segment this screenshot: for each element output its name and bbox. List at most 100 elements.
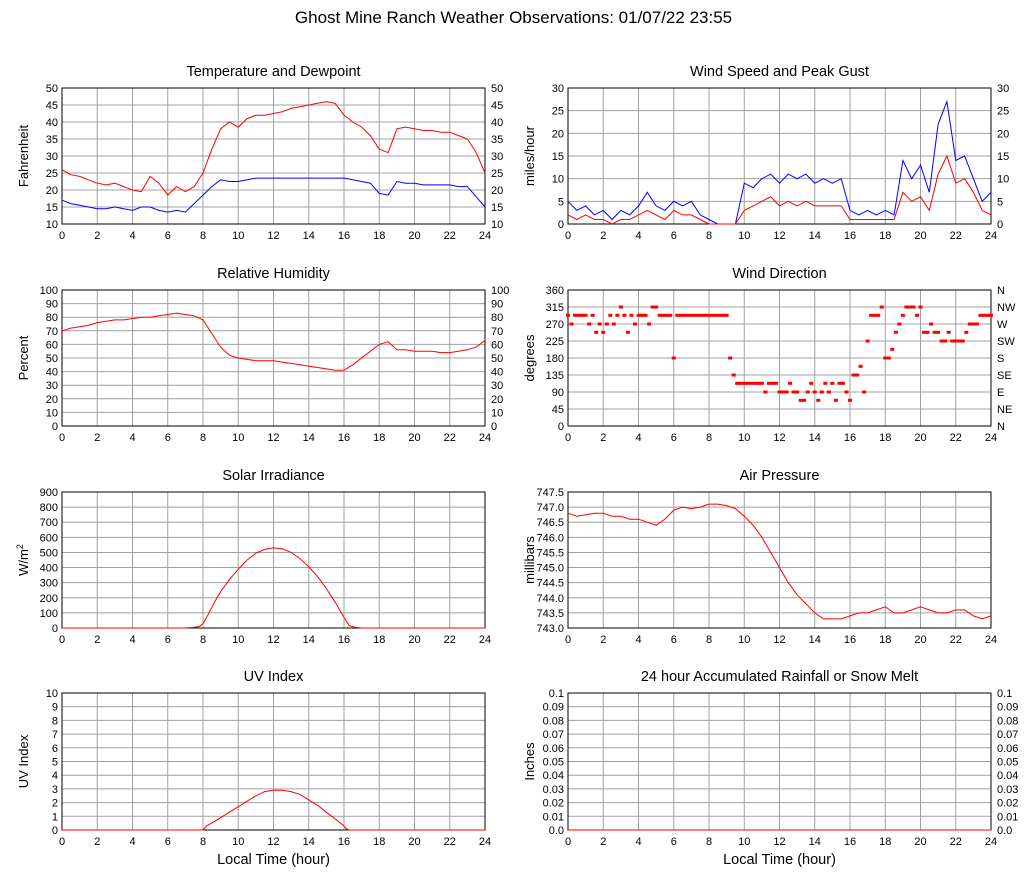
y-tick-label: 0	[558, 219, 564, 231]
direction-point	[759, 381, 764, 385]
y-tick-label: 270	[546, 319, 564, 331]
x-tick-label: 22	[950, 230, 962, 242]
direction-point	[721, 313, 726, 317]
y-tick-label: 0.08	[543, 715, 564, 727]
y-tick-label: 90	[46, 299, 58, 311]
x-tick-label: 20	[914, 836, 926, 848]
direction-point	[703, 313, 708, 317]
y-tick-label: 743.5	[536, 608, 564, 620]
direction-point	[890, 347, 895, 351]
x-tick-label: 6	[671, 230, 677, 242]
y-tick-label: 8	[52, 715, 58, 727]
y-tick-label: 45	[552, 404, 564, 416]
y-tick-label-right: SE	[997, 370, 1012, 382]
direction-point	[728, 356, 733, 360]
x-tick-label: 6	[671, 634, 677, 646]
y-tick-label: 45	[46, 100, 58, 112]
y-tick-label: 10	[552, 174, 564, 186]
x-tick-label: 4	[635, 836, 641, 848]
y-tick-label: 0.0	[549, 825, 564, 837]
x-tick-label: 24	[479, 836, 491, 848]
x-tick-label: 14	[303, 836, 315, 848]
direction-point	[862, 390, 867, 394]
x-tick-label: 12	[267, 634, 279, 646]
x-tick-label: 20	[914, 432, 926, 444]
direction-point	[594, 330, 599, 334]
y-tick-label: 4	[52, 770, 58, 782]
y-axis-label-superscript: 2	[15, 544, 25, 549]
direction-point	[848, 398, 852, 402]
direction-point	[918, 305, 923, 309]
x-tick-label: 16	[844, 836, 856, 848]
x-tick-label: 10	[232, 634, 244, 646]
x-tick-label: 2	[94, 634, 100, 646]
x-tick-label: 14	[303, 230, 315, 242]
series-line-0	[62, 547, 485, 629]
direction-point	[756, 381, 761, 385]
y-tick-label-right: N	[997, 285, 1005, 297]
direction-point	[929, 322, 934, 326]
direction-point	[749, 381, 754, 385]
direction-point	[932, 330, 937, 334]
direction-point	[936, 330, 941, 334]
y-tick-label: 300	[40, 578, 58, 590]
direction-point	[608, 313, 613, 317]
plot-frame	[567, 289, 992, 427]
x-tick-label: 24	[985, 634, 997, 646]
x-tick-label: 12	[267, 836, 279, 848]
direction-point	[735, 381, 740, 385]
y-tick-label: 400	[40, 563, 58, 575]
x-tick-label: 6	[165, 230, 171, 242]
series-line-0	[567, 99, 992, 225]
x-tick-label: 18	[879, 634, 891, 646]
direction-point	[985, 313, 990, 317]
x-tick-label: 24	[479, 230, 491, 242]
y-tick-label-right: 0	[997, 219, 1003, 231]
y-tick-label: 15	[46, 202, 58, 214]
x-axis-label: Local Time (hour)	[217, 852, 330, 868]
y-tick-label-right: 0	[491, 421, 497, 433]
y-tick-label: 0.1	[549, 688, 564, 700]
y-tick-label-right: 0.02	[997, 798, 1018, 810]
x-tick-label: 8	[200, 634, 206, 646]
direction-point	[576, 313, 581, 317]
direction-point	[816, 398, 821, 402]
x-tick-label: 20	[914, 230, 926, 242]
direction-point	[636, 313, 641, 317]
y-tick-label: 40	[46, 117, 58, 129]
x-tick-label: 16	[844, 634, 856, 646]
y-tick-label: 0	[52, 623, 58, 635]
x-tick-label: 6	[671, 432, 677, 444]
direction-point	[580, 313, 585, 317]
direction-point	[819, 390, 824, 394]
x-tick-label: 22	[444, 230, 456, 242]
direction-point	[707, 313, 711, 317]
direction-point	[766, 381, 771, 385]
direction-point	[855, 373, 860, 377]
direction-point	[742, 381, 747, 385]
direction-point	[879, 305, 884, 309]
y-tick-label: 40	[46, 367, 58, 379]
series-line-0	[61, 312, 486, 371]
plot-frame	[567, 87, 992, 225]
x-tick-label: 4	[129, 230, 135, 242]
y-tick-label-right: E	[997, 387, 1004, 399]
x-tick-label: 6	[671, 836, 677, 848]
y-tick-label-right: 20	[491, 185, 503, 197]
direction-point	[763, 390, 768, 394]
x-tick-label: 12	[773, 432, 785, 444]
direction-point	[795, 390, 800, 394]
direction-point	[851, 373, 856, 377]
direction-point	[682, 313, 687, 317]
y-tick-label: 10	[46, 407, 58, 419]
y-tick-label-right: 5	[997, 196, 1003, 208]
x-tick-label: 14	[809, 432, 821, 444]
x-tick-label: 6	[165, 634, 171, 646]
direction-point	[597, 322, 602, 326]
x-tick-label: 2	[94, 836, 100, 848]
x-tick-label: 18	[373, 230, 385, 242]
direction-point	[618, 305, 623, 309]
x-tick-label: 0	[565, 230, 571, 242]
